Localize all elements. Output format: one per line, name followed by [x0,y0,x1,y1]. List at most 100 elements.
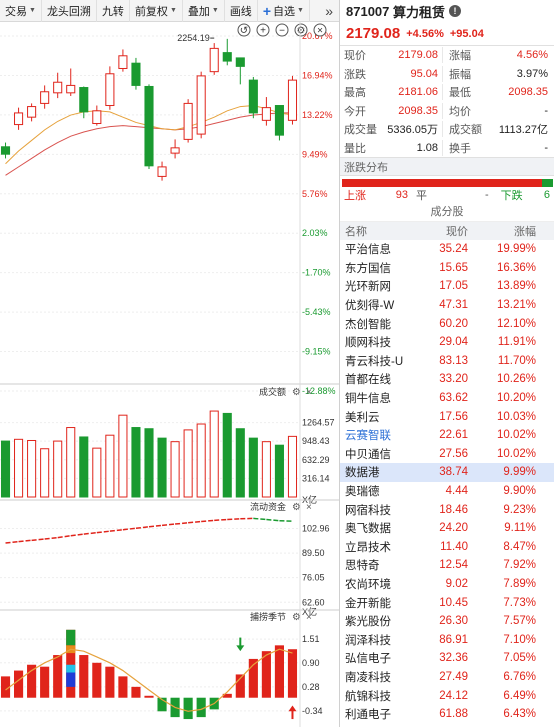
component-row[interactable]: 航锦科技 24.12 6.49% [340,686,554,705]
flow-segment [18,539,32,543]
header-price[interactable]: 现价 [446,226,468,238]
close-icon[interactable]: × [313,23,327,37]
component-pct: 9.90% [503,485,536,498]
component-row[interactable]: 云赛智联 22.61 10.02% [340,426,554,445]
refresh-icon[interactable]: ↺ [237,23,251,37]
y-tick-label: 20.67% [302,31,333,41]
component-row[interactable]: 光环新网 17.05 13.89% [340,277,554,296]
toolbar-button-5[interactable]: 画线 [225,0,258,22]
toolbar-button-0[interactable]: 交易 ▼ [0,0,42,22]
zoom-out-icon[interactable]: − [275,23,289,37]
component-row[interactable]: 奥飞数据 24.20 9.11% [340,519,554,538]
flow-segment [161,523,176,527]
component-pct: 10.20% [496,392,536,405]
gear-icon[interactable]: ⚙ [292,502,301,513]
component-price: 26.30 [439,615,468,628]
component-pct: 7.57% [503,615,536,628]
component-row[interactable]: 立昂技术 11.40 8.47% [340,538,554,557]
component-name: 农尚环境 [345,578,391,591]
toolbar-button-1[interactable]: 龙头回溯 [42,0,97,22]
flow-title: 流动资金 [250,501,286,512]
component-row[interactable]: 美利云 17.56 10.03% [340,407,554,426]
component-row[interactable]: 利通电子 61.88 6.43% [340,705,554,724]
gear-icon[interactable]: ⚙ [292,387,301,398]
component-row[interactable]: 铜牛信息 63.62 10.20% [340,389,554,408]
component-name: 立昂技术 [345,541,391,554]
component-pct: 16.36% [496,261,536,274]
component-row[interactable]: 弘信电子 32.36 7.05% [340,649,554,668]
volume-tick-label: 316.14 [302,473,330,483]
close-icon[interactable]: × [306,612,312,623]
toolbar-button-4[interactable]: 叠加 ▼ [183,0,225,22]
indicator-bar [0,676,11,698]
components-list: 平治信息 35.24 19.99% 东方国信 15.65 16.36% 光环新网 17.05 1… [340,240,554,723]
toolbar-button-3[interactable]: 前复权 ▼ [130,0,183,22]
component-row[interactable]: 中贝通信 27.56 10.02% [340,445,554,464]
component-row[interactable]: 网宿科技 18.46 9.23% [340,500,554,519]
component-price: 17.56 [439,410,468,423]
component-pct: 10.26% [496,373,536,386]
indicator-bar [14,670,24,698]
component-name: 网宿科技 [345,504,391,517]
flow-segment [266,518,280,522]
component-row[interactable]: 南凌科技 27.49 6.76% [340,668,554,687]
volume-bar [287,435,298,498]
header-pct[interactable]: 涨幅 [514,226,536,238]
candle [170,139,180,159]
gear-icon[interactable]: ⚙ [292,612,301,623]
component-row[interactable]: 紫光股份 26.30 7.57% [340,612,554,631]
svg-text:×: × [317,26,323,37]
component-pct: 7.10% [503,633,536,646]
y-tick-label: -12.88% [302,386,336,396]
indicator-bar [274,645,284,698]
more-icon[interactable]: » [325,2,333,19]
candle [131,57,141,90]
component-row[interactable]: 润泽科技 86.91 7.10% [340,630,554,649]
chart-area[interactable]: 20.67% 16.94% 13.22% 9.49% 5.76% 2.03% -1.70% -… [0,22,339,727]
component-row[interactable]: 优刻得-W 47.31 13.21% [340,296,554,315]
component-row[interactable]: 思特奇 12.54 7.92% [340,556,554,575]
zoom-in-icon[interactable]: + [256,23,270,37]
quote-row: 量比 1.08 换手 - [340,139,554,158]
component-row[interactable]: 奥瑞德 4.44 9.90% [340,482,554,501]
info-icon[interactable]: ! [449,5,462,17]
gear-icon[interactable]: ⚙ [294,23,308,37]
indicator-accent [66,629,76,646]
toolbar-button-6[interactable]: + 自选 ▼ [258,0,310,22]
component-row[interactable]: 东方国信 15.65 16.36% [340,259,554,278]
candle [261,97,271,126]
component-name: 利通电子 [345,709,391,722]
component-name: 弘信电子 [345,653,391,666]
component-name: 首都在线 [345,374,391,387]
toolbar-button-2[interactable]: 九转 [97,0,130,22]
candle [14,107,24,130]
candle [40,85,50,109]
component-row[interactable]: 顺网科技 29.04 11.91% [340,333,554,352]
quote-label: 现价 [344,50,366,63]
flow-segment [122,527,137,531]
component-name: 数据港 [345,467,380,480]
close-icon[interactable]: × [306,502,312,513]
volume-bar [261,441,271,498]
candle [118,49,128,72]
close-icon[interactable]: × [306,387,312,398]
component-row[interactable]: 杰创智能 60.20 12.10% [340,314,554,333]
component-row[interactable]: 农尚环境 9.02 7.89% [340,575,554,594]
component-row[interactable]: 青云科技-U 83.13 11.70% [340,352,554,371]
component-row[interactable]: 数据港 38.74 9.99% [340,463,554,482]
component-pct: 6.76% [503,670,536,683]
component-row[interactable]: 首都在线 33.20 10.26% [340,370,554,389]
caret-down-icon: ▼ [29,7,36,14]
plus-icon: + [262,2,271,19]
indicator-bar [40,666,50,698]
flow-segment [96,530,110,534]
component-name: 金开新能 [345,597,391,610]
header-name[interactable]: 名称 [345,226,367,238]
buy-arrow-icon [288,705,297,720]
component-price: 27.49 [439,670,468,683]
component-row[interactable]: 平治信息 35.24 19.99% [340,240,554,259]
component-name: 云赛智联 [345,430,391,443]
quote-value: 4.56% [516,49,548,62]
component-row[interactable]: 金开新能 10.45 7.73% [340,593,554,612]
component-price: 10.45 [439,596,468,609]
